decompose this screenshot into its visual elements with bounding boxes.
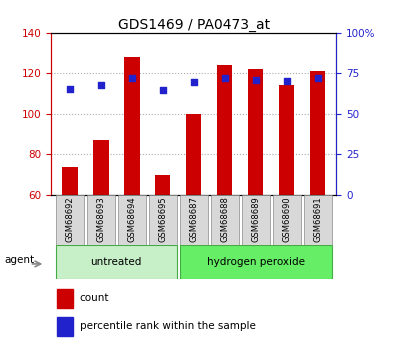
Point bbox=[283, 78, 289, 83]
Bar bbox=[186, 114, 201, 195]
Text: agent: agent bbox=[4, 256, 34, 265]
Bar bbox=[117, 195, 145, 245]
Bar bbox=[241, 195, 269, 245]
Bar bbox=[210, 195, 238, 245]
Point bbox=[190, 79, 196, 85]
Bar bbox=[278, 86, 294, 195]
Bar bbox=[57, 317, 72, 336]
Point bbox=[314, 76, 320, 81]
Bar bbox=[155, 175, 170, 195]
Bar bbox=[57, 289, 72, 307]
Bar bbox=[303, 195, 331, 245]
Bar bbox=[247, 69, 263, 195]
Bar bbox=[56, 195, 83, 245]
Text: GSM68687: GSM68687 bbox=[189, 196, 198, 242]
Bar bbox=[56, 245, 176, 279]
Text: hydrogen peroxide: hydrogen peroxide bbox=[206, 257, 304, 267]
Point bbox=[159, 88, 166, 93]
Text: untreated: untreated bbox=[90, 257, 142, 267]
Point bbox=[66, 86, 73, 91]
Text: GSM68693: GSM68693 bbox=[96, 196, 105, 242]
Bar bbox=[272, 195, 300, 245]
Bar bbox=[216, 65, 232, 195]
Text: GSM68694: GSM68694 bbox=[127, 196, 136, 242]
Bar bbox=[180, 195, 207, 245]
Text: GSM68691: GSM68691 bbox=[312, 196, 321, 242]
Bar bbox=[124, 57, 139, 195]
Text: GSM68688: GSM68688 bbox=[220, 196, 229, 242]
Text: GSM68692: GSM68692 bbox=[65, 196, 74, 242]
Text: count: count bbox=[79, 293, 109, 303]
Text: GSM68690: GSM68690 bbox=[281, 196, 290, 242]
Point bbox=[97, 82, 104, 87]
Point bbox=[252, 77, 258, 82]
Text: GSM68695: GSM68695 bbox=[158, 196, 167, 242]
Bar bbox=[148, 195, 176, 245]
Bar bbox=[87, 195, 115, 245]
Text: GSM68689: GSM68689 bbox=[251, 196, 260, 242]
Bar bbox=[180, 245, 331, 279]
Title: GDS1469 / PA0473_at: GDS1469 / PA0473_at bbox=[117, 18, 269, 32]
Text: percentile rank within the sample: percentile rank within the sample bbox=[79, 321, 255, 331]
Point bbox=[221, 76, 227, 81]
Point bbox=[128, 76, 135, 81]
Bar bbox=[309, 71, 325, 195]
Bar bbox=[62, 167, 77, 195]
Bar bbox=[93, 140, 108, 195]
